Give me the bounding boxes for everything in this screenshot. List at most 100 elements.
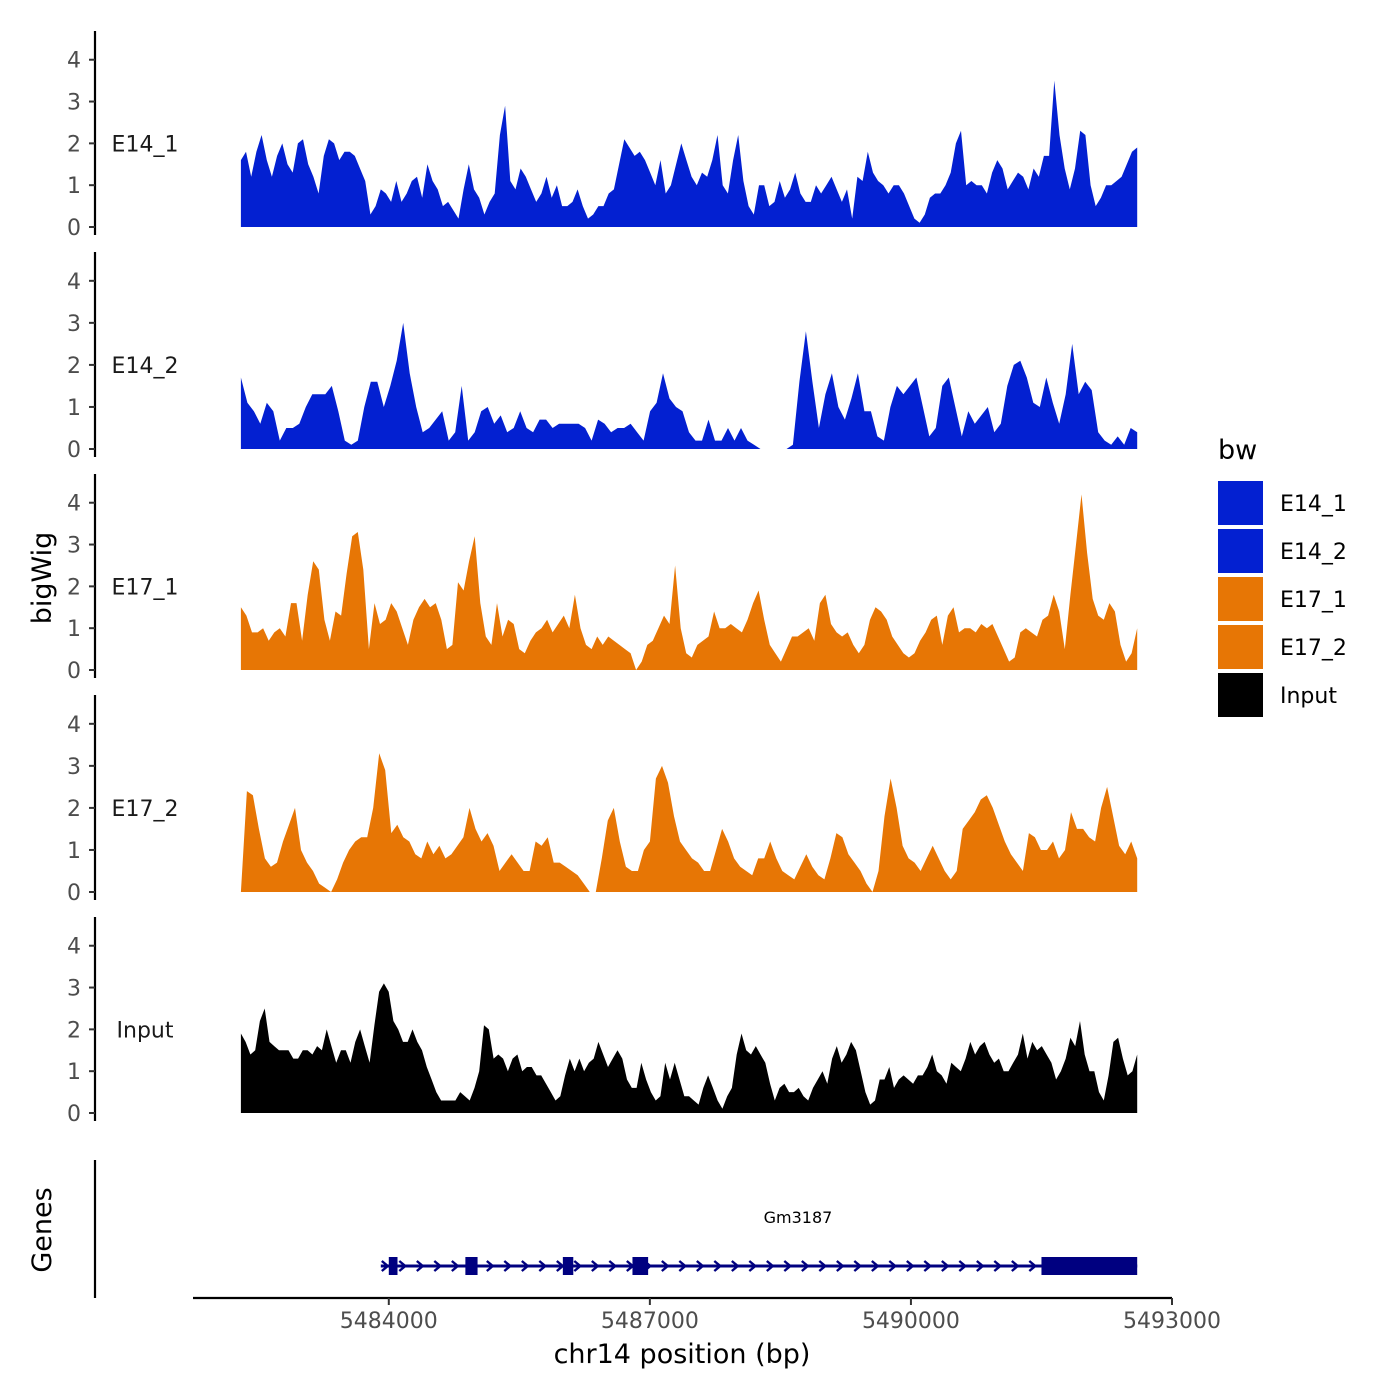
track-E17_2: 0 1 2 3 4 E17_2 bbox=[67, 695, 1138, 906]
legend-swatch bbox=[1218, 625, 1263, 669]
strand-arrow bbox=[731, 1260, 740, 1272]
strand-arrow bbox=[906, 1260, 915, 1272]
legend-swatch bbox=[1218, 481, 1263, 525]
y-tick-label: 4 bbox=[67, 492, 81, 517]
y-tick-label: 0 bbox=[67, 1102, 81, 1127]
y-tick-label: 4 bbox=[67, 49, 81, 74]
strand-arrow bbox=[538, 1260, 548, 1272]
strand-arrow bbox=[923, 1260, 933, 1272]
y-tick-label: 0 bbox=[67, 216, 81, 241]
legend-entry-Input: Input bbox=[1218, 673, 1337, 717]
legend-label: E17_2 bbox=[1280, 636, 1347, 661]
gene-exon bbox=[1041, 1257, 1138, 1275]
strand-arrow bbox=[818, 1260, 828, 1272]
strand-arrow bbox=[451, 1260, 460, 1272]
track-label: E17_2 bbox=[112, 797, 179, 822]
x-axis-title: chr14 position (bp) bbox=[554, 1339, 811, 1370]
strand-arrow bbox=[976, 1260, 985, 1272]
y-tick-label: 2 bbox=[67, 797, 81, 822]
legend-entry-E17_1: E17_1 bbox=[1218, 577, 1347, 621]
strand-arrow bbox=[836, 1260, 845, 1272]
x-tick-label: 5487000 bbox=[601, 1309, 699, 1334]
strand-arrow bbox=[713, 1260, 723, 1272]
gene-label: Gm3187 bbox=[764, 1208, 833, 1227]
strand-arrow bbox=[783, 1260, 793, 1272]
area-E14_1 bbox=[240, 80, 1138, 227]
legend-entry-E17_2: E17_2 bbox=[1218, 625, 1347, 669]
legend-swatch bbox=[1218, 673, 1263, 717]
strand-arrow bbox=[748, 1260, 758, 1272]
strand-arrow bbox=[853, 1260, 863, 1272]
gene-exon bbox=[632, 1257, 649, 1275]
area-E17_1 bbox=[240, 494, 1138, 670]
strand-arrow bbox=[696, 1260, 705, 1272]
track-E14_2: 0 1 2 3 4 E14_2 bbox=[67, 252, 1138, 463]
strand-arrow bbox=[398, 1260, 408, 1272]
y-tick-label: 1 bbox=[67, 174, 81, 199]
strand-arrow bbox=[608, 1260, 618, 1272]
strand-arrow bbox=[941, 1260, 950, 1272]
y-tick-label: 3 bbox=[67, 755, 81, 780]
y-tick-label: 2 bbox=[67, 1018, 81, 1043]
y-tick-label: 0 bbox=[67, 881, 81, 906]
track-label: E14_2 bbox=[112, 354, 179, 379]
strand-arrow bbox=[993, 1260, 1003, 1272]
track-E14_1: 0 1 2 3 4 E14_1 bbox=[67, 31, 1138, 241]
y-tick-label: 3 bbox=[67, 312, 81, 337]
y-tick-label: 3 bbox=[67, 977, 81, 1002]
legend-label: E14_1 bbox=[1280, 492, 1347, 517]
y-tick-label: 2 bbox=[67, 132, 81, 157]
gene-Gm3187: Gm3187 bbox=[380, 1208, 1138, 1275]
y-tick-label: 1 bbox=[67, 617, 81, 642]
y-tick-label: 1 bbox=[67, 839, 81, 864]
genes-axis-title: Genes bbox=[27, 1187, 58, 1272]
gene-exon bbox=[465, 1257, 478, 1275]
x-tick-label: 5484000 bbox=[340, 1309, 438, 1334]
strand-arrow bbox=[801, 1260, 810, 1272]
strand-arrow bbox=[958, 1260, 968, 1272]
y-tick-label: 2 bbox=[67, 575, 81, 600]
legend-swatch bbox=[1218, 529, 1263, 573]
strand-arrow bbox=[416, 1260, 425, 1272]
strand-arrow bbox=[433, 1260, 443, 1272]
strand-arrow bbox=[591, 1260, 600, 1272]
track-label: Input bbox=[117, 1018, 174, 1043]
strand-arrow bbox=[573, 1260, 583, 1272]
y-axis-title: bigWig bbox=[27, 532, 58, 625]
legend-label: Input bbox=[1280, 684, 1337, 709]
y-tick-label: 1 bbox=[67, 396, 81, 421]
x-tick-label: 5490000 bbox=[862, 1309, 960, 1334]
x-tick-label: 5493000 bbox=[1123, 1309, 1221, 1334]
legend-label: E14_2 bbox=[1280, 540, 1347, 565]
strand-arrow bbox=[766, 1260, 775, 1272]
y-tick-label: 3 bbox=[67, 91, 81, 116]
gene-exon bbox=[562, 1257, 574, 1275]
y-tick-label: 0 bbox=[67, 438, 81, 463]
track-label: E17_1 bbox=[112, 575, 179, 600]
track-E17_1: 0 1 2 3 4 E17_1 bbox=[67, 474, 1138, 684]
y-tick-label: 4 bbox=[67, 270, 81, 295]
area-E17_2 bbox=[240, 753, 1138, 892]
legend-entry-E14_1: E14_1 bbox=[1218, 481, 1347, 525]
gene-exon bbox=[388, 1257, 398, 1275]
legend-title: bw bbox=[1218, 435, 1257, 466]
y-tick-label: 1 bbox=[67, 1060, 81, 1085]
y-tick-label: 4 bbox=[67, 713, 81, 738]
area-Input bbox=[240, 983, 1138, 1113]
y-tick-label: 2 bbox=[67, 354, 81, 379]
strand-arrow bbox=[661, 1260, 670, 1272]
track-Input: 0 1 2 3 4 Input bbox=[67, 917, 1138, 1127]
strand-arrow bbox=[888, 1260, 898, 1272]
strand-arrow bbox=[1011, 1260, 1020, 1272]
legend-swatch bbox=[1218, 577, 1263, 621]
x-axis: 5484000 5487000 5490000 5493000 bbox=[193, 1296, 1221, 1334]
legend: E14_1 E14_2 E17_1 E17_2 Input bbox=[1218, 481, 1347, 717]
strand-arrow bbox=[381, 1260, 390, 1272]
y-tick-label: 3 bbox=[67, 534, 81, 559]
y-tick-label: 0 bbox=[67, 659, 81, 684]
legend-label: E17_1 bbox=[1280, 588, 1347, 613]
strand-arrow bbox=[486, 1260, 495, 1272]
strand-arrow bbox=[678, 1260, 688, 1272]
strand-arrow bbox=[1028, 1260, 1038, 1272]
